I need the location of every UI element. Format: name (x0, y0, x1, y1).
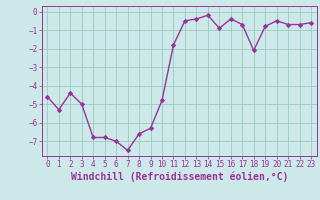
X-axis label: Windchill (Refroidissement éolien,°C): Windchill (Refroidissement éolien,°C) (70, 172, 288, 182)
